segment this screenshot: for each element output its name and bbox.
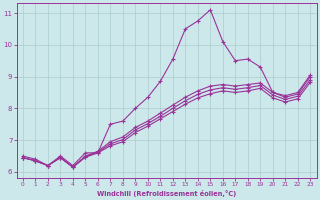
X-axis label: Windchill (Refroidissement éolien,°C): Windchill (Refroidissement éolien,°C) [97, 190, 236, 197]
